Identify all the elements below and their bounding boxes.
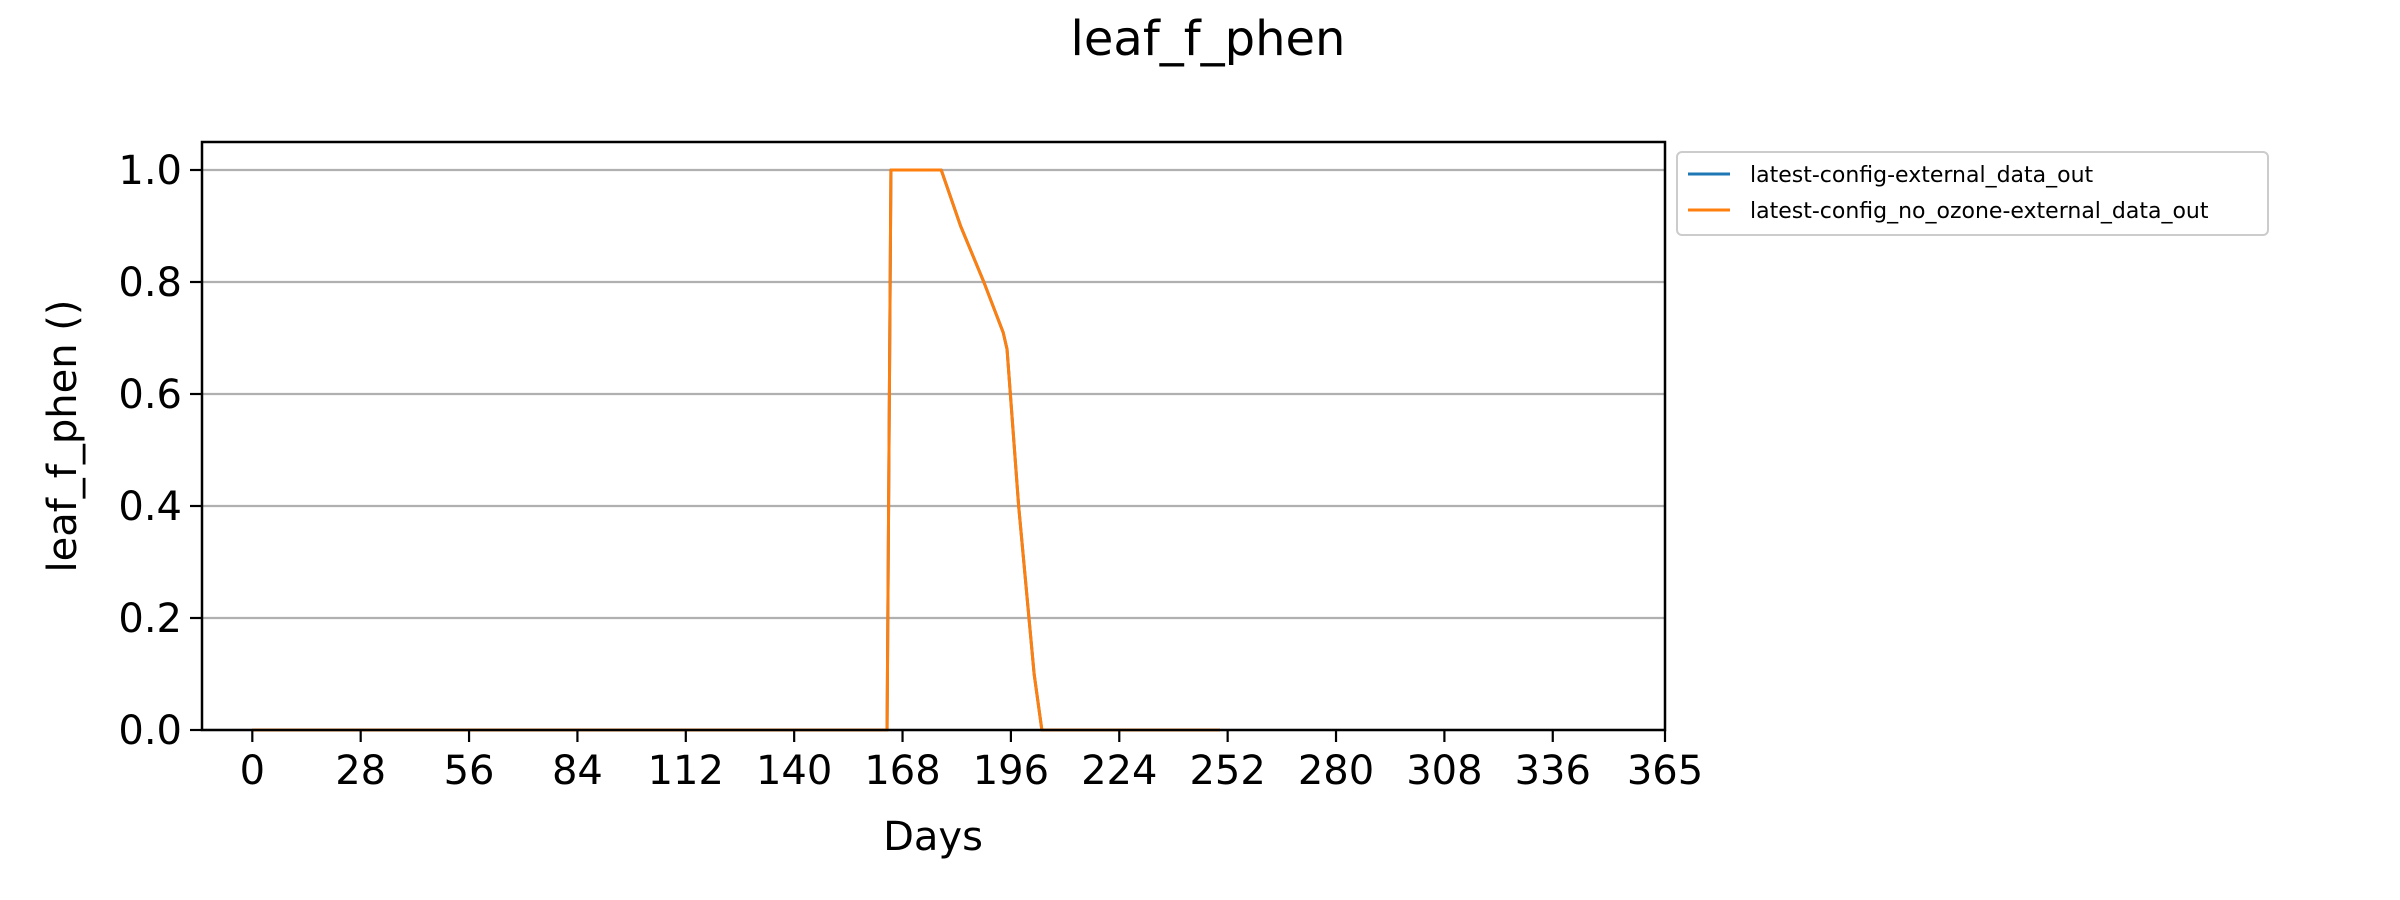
legend-label: latest-config_no_ozone-external_data_out [1750, 199, 2209, 224]
x-tick-label: 56 [444, 748, 495, 794]
x-tick-label: 84 [552, 748, 603, 794]
x-tick-label: 196 [973, 748, 1049, 794]
series-line-0 [252, 168, 1220, 732]
y-tick-label: 0.6 [118, 372, 182, 418]
y-tick-label: 0.8 [118, 260, 182, 306]
y-tick-label: 0.0 [118, 708, 182, 754]
x-tick-label: 168 [864, 748, 940, 794]
y-axis-title: leaf_f_phen () [40, 299, 86, 572]
x-tick-label: 365 [1627, 748, 1703, 794]
gridlines [202, 168, 1665, 732]
x-axis-ticks: 0 28 56 84 112 140 168 196 224 252 280 308 336 365 [240, 730, 1703, 794]
legend: latest-config-external_data_out latest-co… [1676, 151, 2269, 236]
y-tick-label: 0.2 [118, 596, 182, 642]
x-axis-title: Days [883, 814, 983, 860]
legend-box [1676, 151, 2269, 236]
series-line-1 [252, 168, 1220, 732]
x-tick-label: 112 [648, 748, 724, 794]
x-tick-label: 308 [1406, 748, 1482, 794]
x-tick-label: 252 [1189, 748, 1265, 794]
x-tick-label: 28 [335, 748, 386, 794]
plot-area-frame [200, 140, 1667, 732]
y-tick-label: 1.0 [118, 148, 182, 194]
x-tick-label: 280 [1298, 748, 1374, 794]
chart-title: leaf_f_phen [1071, 11, 1346, 67]
legend-label: latest-config-external_data_out [1750, 163, 2094, 188]
y-tick-label: 0.4 [118, 484, 182, 530]
x-tick-label: 224 [1081, 748, 1157, 794]
x-tick-label: 336 [1515, 748, 1591, 794]
series-lines [252, 168, 1220, 732]
x-tick-label: 0 [240, 748, 265, 794]
x-tick-label: 140 [756, 748, 832, 794]
y-axis-ticks: 0.0 0.2 0.4 0.6 0.8 1.0 [118, 148, 202, 754]
